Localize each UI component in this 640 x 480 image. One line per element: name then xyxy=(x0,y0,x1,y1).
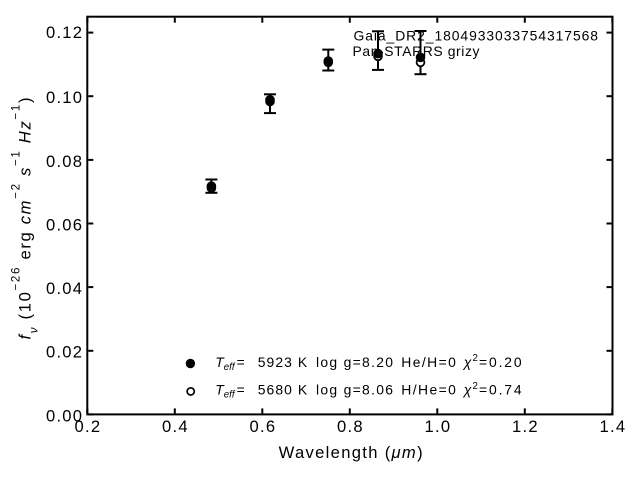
svg-text:=0.74: =0.74 xyxy=(479,382,522,398)
svg-text:He/H=0: He/H=0 xyxy=(401,354,456,370)
svg-text:0.08: 0.08 xyxy=(46,152,82,171)
svg-text:χ: χ xyxy=(462,382,472,398)
svg-text:=0.20: =0.20 xyxy=(479,354,522,370)
svg-text:eff: eff xyxy=(224,362,236,373)
svg-text:log g=8.20: log g=8.20 xyxy=(316,354,393,370)
svg-text:1.2: 1.2 xyxy=(512,417,538,436)
svg-text:T: T xyxy=(215,354,225,370)
svg-text:0.4: 0.4 xyxy=(162,417,188,436)
svg-text:0.06: 0.06 xyxy=(46,215,82,234)
svg-text:5923 K: 5923 K xyxy=(258,354,308,370)
svg-text:0.02: 0.02 xyxy=(46,343,82,362)
svg-text:Pan-STARRS grizy: Pan-STARRS grizy xyxy=(353,43,480,59)
svg-text:log g=8.06: log g=8.06 xyxy=(316,382,393,398)
svg-text:χ: χ xyxy=(462,354,472,370)
svg-text:5680 K: 5680 K xyxy=(258,382,308,398)
svg-text:0.12: 0.12 xyxy=(46,23,82,42)
svg-text:=: = xyxy=(237,382,245,398)
svg-text:Gaia_DR2_1804933033754317568: Gaia_DR2_1804933033754317568 xyxy=(354,28,599,44)
svg-text:eff: eff xyxy=(224,390,236,401)
svg-text:0.8: 0.8 xyxy=(337,417,363,436)
svg-text:0.00: 0.00 xyxy=(46,406,82,425)
svg-text:0.10: 0.10 xyxy=(46,88,82,107)
svg-text:fν (10−26 erg cm−2 s−1 Hz−1): fν (10−26 erg cm−2 s−1 Hz−1) xyxy=(9,98,40,340)
svg-text:H/He=0: H/He=0 xyxy=(401,382,456,398)
svg-text:T: T xyxy=(215,382,225,398)
svg-text:1.0: 1.0 xyxy=(425,417,451,436)
svg-text:0.6: 0.6 xyxy=(250,417,276,436)
svg-text:0.04: 0.04 xyxy=(46,279,82,298)
svg-text:2: 2 xyxy=(473,381,478,392)
svg-text:=: = xyxy=(237,354,245,370)
svg-text:2: 2 xyxy=(473,353,478,364)
svg-text:0.2: 0.2 xyxy=(75,417,101,436)
svg-text:1.4: 1.4 xyxy=(600,417,626,436)
